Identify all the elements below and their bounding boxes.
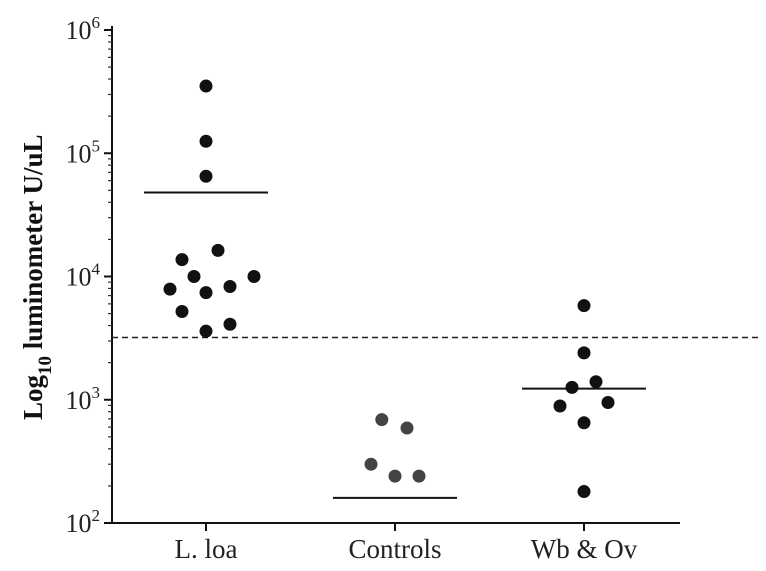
tick-base: 10	[66, 386, 92, 415]
x-tick-label: Controls	[348, 534, 441, 564]
data-point	[199, 286, 213, 300]
data-point	[400, 421, 414, 435]
y-tick-label: 103	[66, 383, 101, 415]
data-point	[364, 457, 378, 471]
data-point	[199, 169, 213, 183]
data-point	[565, 380, 579, 394]
data-point	[553, 399, 567, 413]
tick-exponent: 6	[92, 13, 101, 32]
data-point	[412, 469, 426, 483]
data-point	[247, 270, 261, 283]
data-point	[187, 270, 201, 283]
data-point	[601, 395, 615, 409]
data-point	[223, 279, 237, 293]
data-point	[199, 79, 213, 93]
data-point	[577, 346, 591, 360]
y-tick-label: 106	[66, 13, 101, 45]
data-point	[375, 413, 389, 427]
chart-marks	[112, 79, 762, 499]
data-point	[175, 305, 189, 319]
data-point	[577, 299, 591, 313]
y-tick-label: 105	[66, 136, 101, 168]
x-tick-label: L. loa	[175, 534, 238, 564]
tick-base: 10	[66, 139, 92, 168]
tick-base: 10	[66, 16, 92, 45]
data-point	[577, 416, 591, 430]
tick-exponent: 5	[92, 136, 101, 155]
data-point	[211, 243, 225, 257]
data-point	[163, 282, 177, 296]
x-tick-label: Wb & Ov	[531, 534, 638, 564]
data-point	[199, 134, 213, 148]
data-point	[199, 324, 213, 338]
y-tick-label: 104	[66, 260, 101, 292]
data-point	[223, 317, 237, 331]
data-point	[175, 253, 189, 267]
data-point	[577, 485, 591, 499]
data-point	[388, 469, 402, 483]
y-tick-label: 102	[66, 506, 101, 538]
data-point	[589, 375, 603, 389]
y-axis-label: Log10 luminometer U/uL	[18, 134, 56, 420]
tick-exponent: 3	[92, 383, 101, 402]
tick-exponent: 2	[92, 506, 101, 525]
tick-base: 10	[66, 509, 92, 538]
tick-base: 10	[66, 263, 92, 292]
tick-exponent: 4	[92, 260, 101, 279]
